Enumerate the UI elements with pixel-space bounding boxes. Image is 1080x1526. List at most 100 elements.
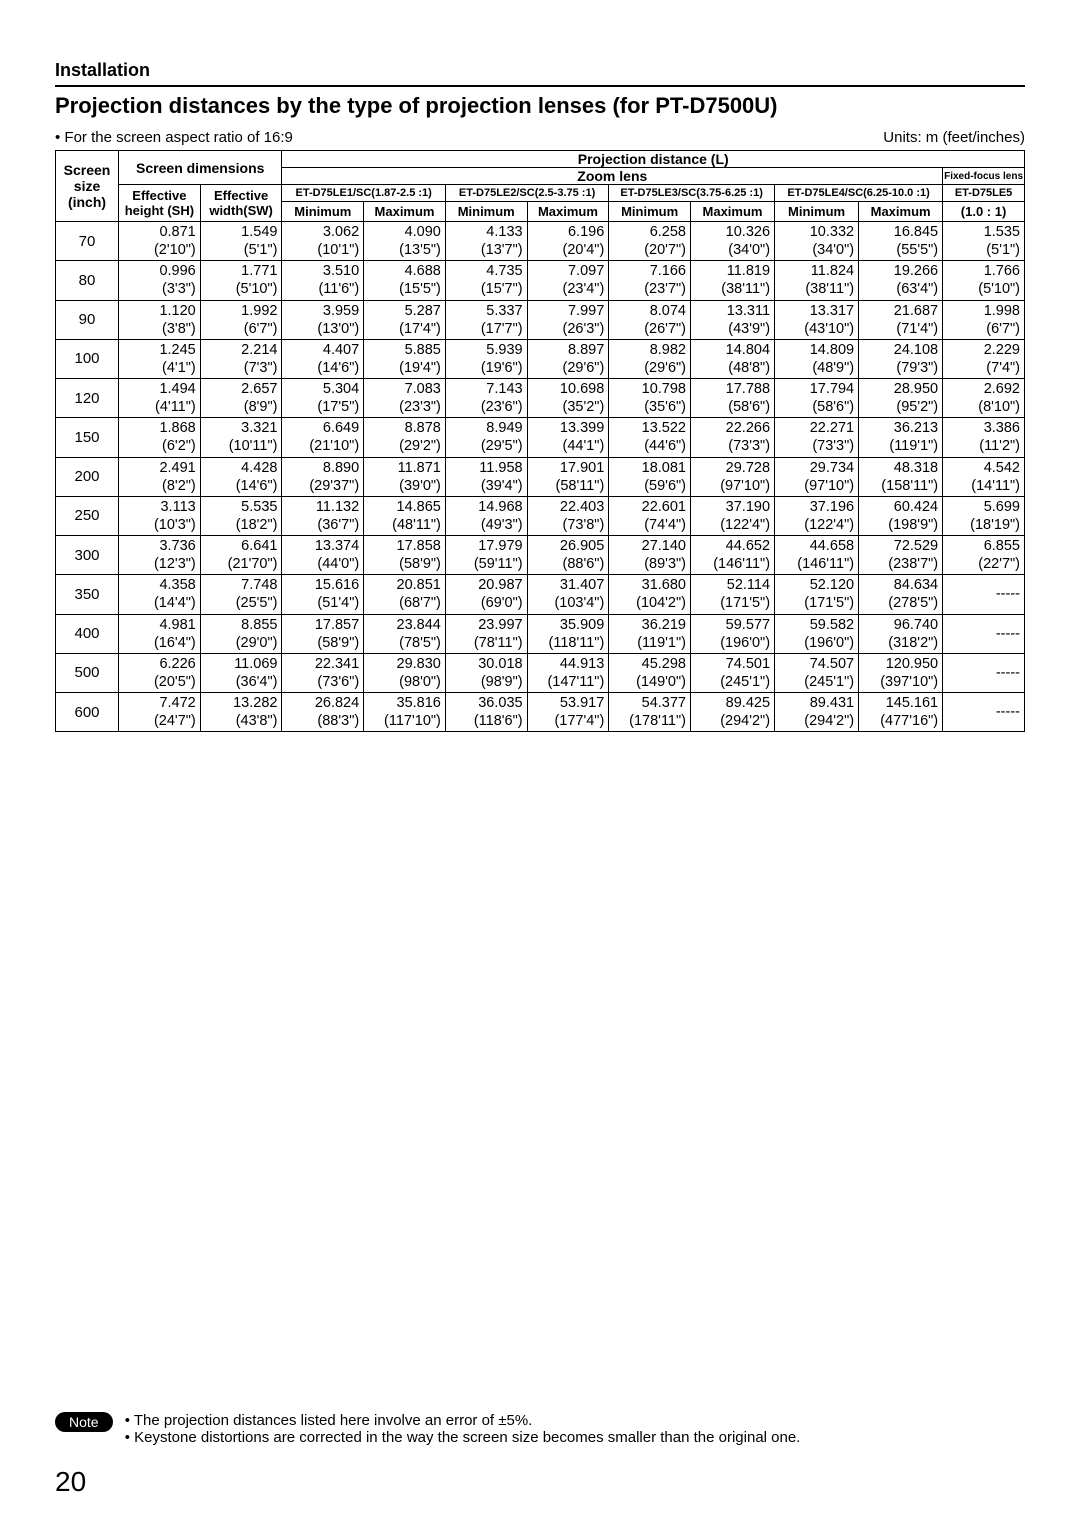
cell-h: 0.871(2'10") [119, 222, 201, 261]
table-row: 1201.494(4'11")2.657(8'9")5.304(17'5")7.… [56, 379, 1025, 418]
cell-l2max: 53.917(177'4") [527, 693, 609, 732]
cell-l3min: 27.140(89'3") [609, 536, 691, 575]
cell-h: 4.981(16'4") [119, 614, 201, 653]
cell-l2max: 17.901(58'11") [527, 457, 609, 496]
cell-l3max: 14.804(48'8") [690, 339, 774, 378]
cell-l4min: 89.431(294'2") [775, 693, 859, 732]
col-lens3: ET-D75LE3/SC(3.75-6.25 :1) [609, 185, 775, 202]
cell-l3max: 11.819(38'11") [690, 261, 774, 300]
cell-l4max: 36.213(119'1") [859, 418, 943, 457]
col-min: Minimum [775, 202, 859, 222]
cell-l1min: 11.132(36'7") [282, 496, 364, 535]
cell-size: 600 [56, 693, 119, 732]
cell-l3max: 44.652(146'11") [690, 536, 774, 575]
cell-w: 1.549(5'1") [200, 222, 282, 261]
cell-size: 350 [56, 575, 119, 614]
cell-l5: ----- [943, 575, 1025, 614]
cell-l3max: 74.501(245'1") [690, 653, 774, 692]
cell-l2max: 13.399(44'1") [527, 418, 609, 457]
cell-h: 1.868(6'2") [119, 418, 201, 457]
cell-size: 300 [56, 536, 119, 575]
cell-l1min: 5.304(17'5") [282, 379, 364, 418]
cell-l2max: 31.407(103'4") [527, 575, 609, 614]
cell-l1max: 17.858(58'9") [364, 536, 446, 575]
cell-l3min: 10.798(35'6") [609, 379, 691, 418]
cell-l2max: 22.403(73'8") [527, 496, 609, 535]
cell-l4min: 44.658(146'11") [775, 536, 859, 575]
cell-l4max: 72.529(238'7") [859, 536, 943, 575]
col-ratio5: (1.0 : 1) [943, 202, 1025, 222]
table-row: 1501.868(6'2")3.321(10'11")6.649(21'10")… [56, 418, 1025, 457]
note-line2: • Keystone distortions are corrected in … [125, 1429, 801, 1446]
units-note: Units: m (feet/inches) [883, 129, 1025, 146]
cell-w: 1.992(6'7") [200, 300, 282, 339]
col-lens2: ET-D75LE2/SC(2.5-3.75 :1) [445, 185, 608, 202]
page-title: Projection distances by the type of proj… [55, 93, 1025, 119]
cell-size: 120 [56, 379, 119, 418]
cell-l2max: 26.905(88'6") [527, 536, 609, 575]
col-max: Maximum [859, 202, 943, 222]
cell-l3max: 10.326(34'0") [690, 222, 774, 261]
cell-l3min: 7.166(23'7") [609, 261, 691, 300]
cell-l4max: 84.634(278'5") [859, 575, 943, 614]
note-line1: • The projection distances listed here i… [125, 1412, 533, 1429]
cell-l4max: 16.845(55'5") [859, 222, 943, 261]
cell-l3min: 31.680(104'2") [609, 575, 691, 614]
cell-l1min: 3.510(11'6") [282, 261, 364, 300]
cell-l3min: 8.074(26'7") [609, 300, 691, 339]
col-fixed-lens: Fixed-focus lens [943, 168, 1025, 185]
cell-size: 90 [56, 300, 119, 339]
cell-l4min: 10.332(34'0") [775, 222, 859, 261]
cell-size: 100 [56, 339, 119, 378]
col-screen-size: Screen size (inch) [56, 151, 119, 222]
cell-l3max: 29.728(97'10") [690, 457, 774, 496]
cell-l3max: 52.114(171'5") [690, 575, 774, 614]
page-number: 20 [55, 1466, 86, 1498]
cell-l3min: 22.601(74'4") [609, 496, 691, 535]
cell-h: 7.472(24'7") [119, 693, 201, 732]
cell-l2max: 10.698(35'2") [527, 379, 609, 418]
cell-l4min: 14.809(48'9") [775, 339, 859, 378]
cell-l3max: 59.577(196'0") [690, 614, 774, 653]
col-eff-w: Effective width(SW) [200, 185, 282, 222]
cell-l1max: 14.865(48'11") [364, 496, 446, 535]
cell-l4min: 22.271(73'3") [775, 418, 859, 457]
cell-l2min: 5.939(19'6") [445, 339, 527, 378]
cell-h: 1.494(4'11") [119, 379, 201, 418]
col-min: Minimum [445, 202, 527, 222]
cell-l3max: 89.425(294'2") [690, 693, 774, 732]
cell-w: 6.641(21'70") [200, 536, 282, 575]
table-row: 901.120(3'8")1.992(6'7")3.959(13'0")5.28… [56, 300, 1025, 339]
col-screen-dims: Screen dimensions [119, 151, 282, 185]
table-row: 5006.226(20'5")11.069(36'4")22.341(73'6"… [56, 653, 1025, 692]
cell-l3min: 6.258(20'7") [609, 222, 691, 261]
cell-l2min: 8.949(29'5") [445, 418, 527, 457]
cell-l3max: 22.266(73'3") [690, 418, 774, 457]
col-max: Maximum [527, 202, 609, 222]
cell-size: 70 [56, 222, 119, 261]
cell-h: 3.736(12'3") [119, 536, 201, 575]
col-proj-dist: Projection distance (L) [282, 151, 1025, 168]
cell-h: 3.113(10'3") [119, 496, 201, 535]
cell-l2min: 30.018(98'9") [445, 653, 527, 692]
cell-h: 6.226(20'5") [119, 653, 201, 692]
cell-l2min: 14.968(49'3") [445, 496, 527, 535]
cell-h: 1.120(3'8") [119, 300, 201, 339]
table-row: 6007.472(24'7")13.282(43'8")26.824(88'3"… [56, 693, 1025, 732]
table-row: 700.871(2'10")1.549(5'1")3.062(10'1")4.0… [56, 222, 1025, 261]
table-row: 2002.491(8'2")4.428(14'6")8.890(29'37")1… [56, 457, 1025, 496]
cell-l1min: 15.616(51'4") [282, 575, 364, 614]
cell-l4max: 21.687(71'4") [859, 300, 943, 339]
table-row: 3003.736(12'3")6.641(21'70")13.374(44'0"… [56, 536, 1025, 575]
table-row: 3504.358(14'4")7.748(25'5")15.616(51'4")… [56, 575, 1025, 614]
cell-l1min: 6.649(21'10") [282, 418, 364, 457]
cell-l1min: 13.374(44'0") [282, 536, 364, 575]
cell-l5: 1.535(5'1") [943, 222, 1025, 261]
col-min: Minimum [609, 202, 691, 222]
cell-h: 2.491(8'2") [119, 457, 201, 496]
cell-l1min: 8.890(29'37") [282, 457, 364, 496]
cell-l5: 2.692(8'10") [943, 379, 1025, 418]
cell-size: 80 [56, 261, 119, 300]
cell-l5: ----- [943, 614, 1025, 653]
cell-w: 2.657(8'9") [200, 379, 282, 418]
